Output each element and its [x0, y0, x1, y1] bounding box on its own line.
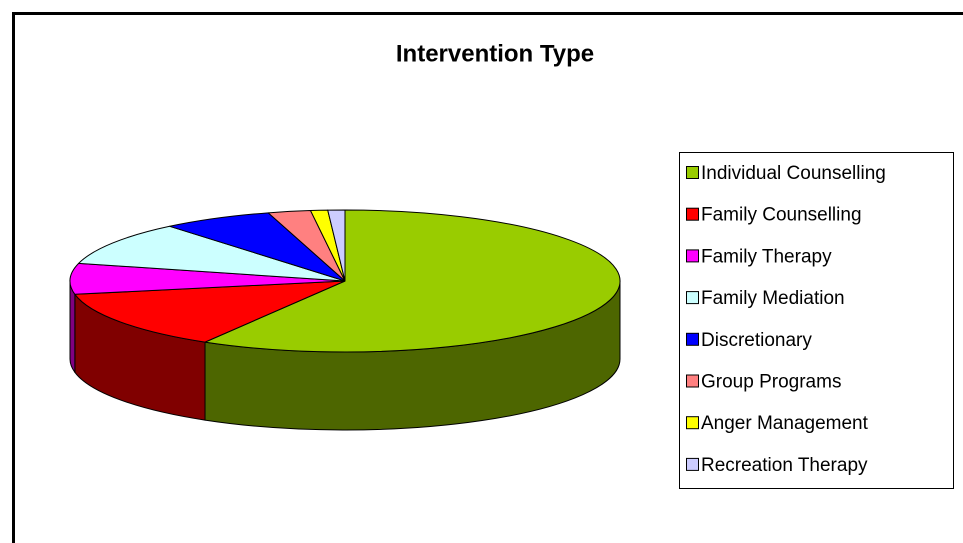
- chart-title: Intervention Type: [396, 40, 594, 67]
- legend-swatch: [686, 291, 699, 305]
- legend-swatch: [686, 166, 699, 179]
- legend-swatch: [686, 207, 699, 221]
- legend-label: Group Programs: [701, 372, 841, 393]
- legend-swatch: [686, 249, 699, 263]
- slice: [69, 262, 346, 295]
- slice-side: [69, 280, 76, 373]
- legend-entries: Individual Counselling Family Counselling…: [686, 163, 886, 476]
- legend-label: Anger Management: [701, 413, 869, 434]
- chart-border: [12, 12, 963, 543]
- legend: [679, 152, 954, 489]
- slice: [327, 209, 346, 282]
- legend-label: Family Counselling: [701, 205, 862, 226]
- pie: [69, 209, 621, 431]
- legend-label: Recreation Therapy: [701, 455, 868, 476]
- legend-swatch: [686, 457, 699, 471]
- slice: [74, 280, 346, 343]
- legend-swatch: [686, 332, 699, 346]
- legend-swatch: [686, 374, 699, 388]
- legend-label: Individual Counselling: [701, 163, 886, 184]
- slice: [169, 212, 346, 282]
- legend-label: Discretionary: [701, 330, 812, 351]
- slice: [204, 209, 621, 353]
- legend-label: Family Mediation: [701, 288, 845, 309]
- slice: [78, 225, 346, 282]
- legend-swatch: [686, 416, 699, 430]
- legend-label: Family Therapy: [701, 246, 832, 267]
